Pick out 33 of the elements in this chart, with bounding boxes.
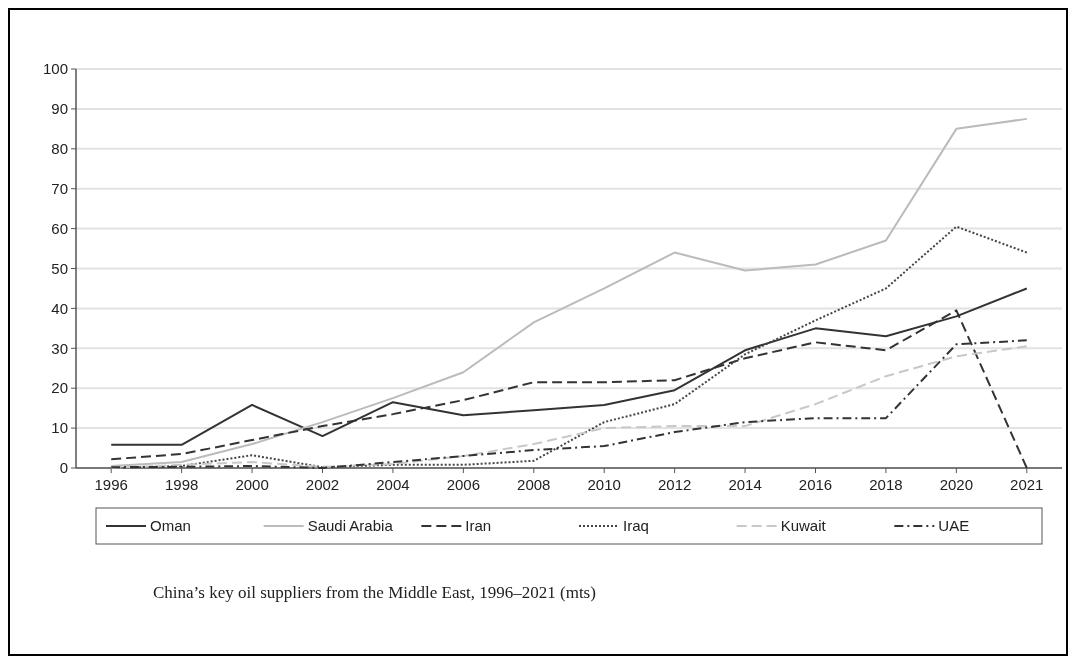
- y-tick-label: 10: [51, 419, 68, 437]
- x-tick-label: 2004: [376, 476, 410, 493]
- x-tick-label: 2012: [657, 476, 692, 493]
- legend-label: Oman: [150, 517, 191, 535]
- x-tick-label: 2000: [235, 476, 269, 493]
- legend-label: Iraq: [623, 517, 649, 535]
- y-tick-label: 90: [51, 100, 68, 118]
- y-tick-label: 50: [51, 259, 68, 277]
- x-tick-label: 2021: [1010, 476, 1044, 493]
- x-tick-label: 2010: [587, 476, 621, 493]
- y-tick-label: 70: [51, 179, 68, 197]
- y-tick-label: 40: [51, 299, 68, 317]
- x-tick-label: 2020: [939, 476, 974, 493]
- x-tick-label: 2006: [446, 476, 481, 493]
- x-tick-label: 2002: [305, 476, 340, 493]
- y-tick-label: 0: [59, 459, 68, 477]
- legend-label: Iran: [465, 517, 492, 535]
- y-tick-label: 60: [51, 219, 68, 237]
- y-tick-label: 80: [51, 140, 68, 158]
- legend-label: Saudi Arabia: [307, 517, 394, 535]
- y-tick-label: 30: [51, 339, 68, 357]
- y-tick-label: 20: [51, 379, 68, 397]
- legend-label: Kuwait: [780, 517, 827, 535]
- legend-label: UAE: [938, 517, 970, 535]
- text: China’s key oil suppliers from the Middle East, 1996–2021 (mts): [153, 583, 596, 602]
- x-tick-label: 1996: [94, 476, 128, 493]
- y-tick-label: 100: [42, 60, 68, 78]
- line-series: [110, 117, 1028, 468]
- x-tick-label: 1998: [164, 476, 199, 493]
- x-tick-label: 2008: [517, 476, 551, 493]
- x-tick-label: 2016: [798, 476, 833, 493]
- x-tick-label: 2018: [869, 476, 903, 493]
- x-tick-label: 2014: [728, 476, 762, 493]
